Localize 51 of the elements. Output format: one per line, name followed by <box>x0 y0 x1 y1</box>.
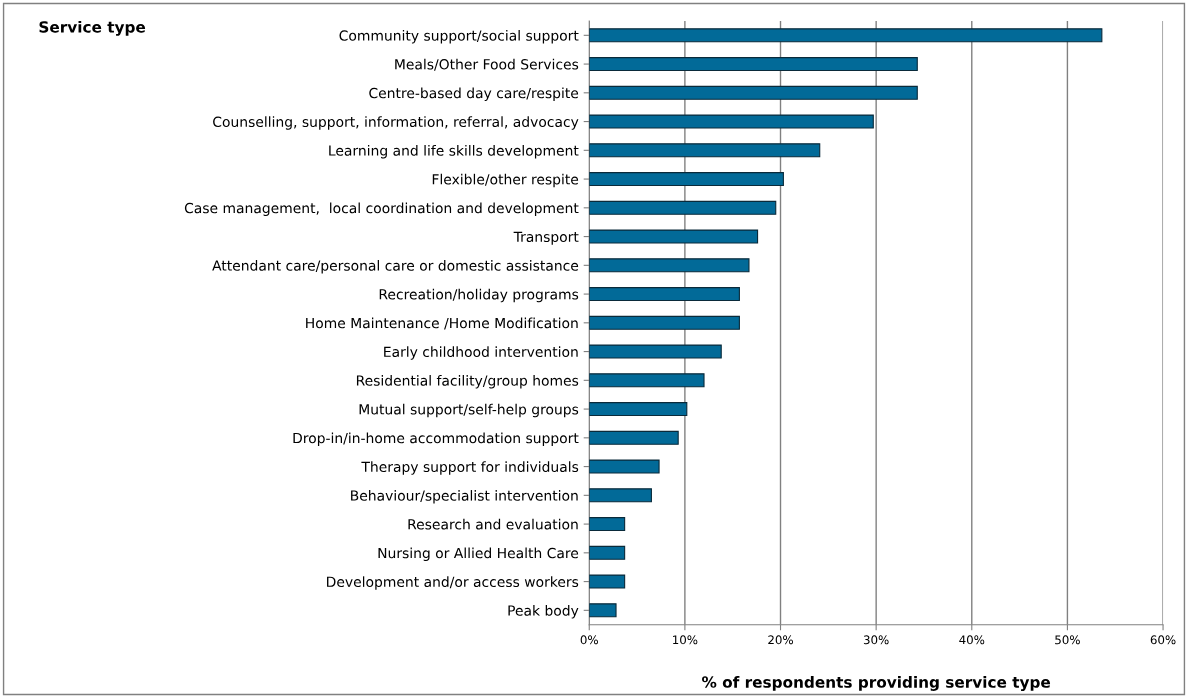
bar <box>589 287 740 302</box>
bar <box>589 603 617 618</box>
x-tick-label: 0% <box>580 635 598 645</box>
bar <box>589 545 626 560</box>
bar <box>589 114 874 129</box>
y-tick-label: Mutual support/self-help groups <box>359 403 579 418</box>
x-axis-title: % of respondents providing service type <box>702 676 1051 691</box>
y-tick-label: Case management, local coordination and development <box>184 202 579 216</box>
bar <box>589 517 626 532</box>
x-tick-label: 40% <box>959 635 985 645</box>
y-tick-label: Transport <box>513 231 579 245</box>
y-tick-label: Research and evaluation <box>408 518 578 530</box>
x-tick-label: 50% <box>1055 635 1080 645</box>
y-tick-label: Attendant care/personal care or domestic assistance <box>212 260 579 274</box>
bar <box>589 430 679 445</box>
y-tick-label: Residential facility/group homes <box>356 375 579 389</box>
bar <box>589 258 750 273</box>
x-tick-label: 10% <box>673 635 698 645</box>
bar <box>589 402 688 417</box>
x-tick-label: 20% <box>768 635 793 645</box>
y-tick-label: Learning and life skills development <box>329 145 579 159</box>
y-tick-label: Community support/social support <box>339 30 579 44</box>
y-tick-label: Counselling, support, information, referral, advocacy <box>213 116 579 130</box>
bar <box>589 28 1103 43</box>
y-tick-label: Behaviour/specialist intervention <box>351 490 578 504</box>
y-tick-label: Nursing or Allied Health Care <box>378 547 579 561</box>
y-tick-label: Centre-based day care/respite <box>369 87 579 101</box>
x-tick-label: 30% <box>863 635 889 645</box>
bar <box>589 57 918 72</box>
bar <box>589 143 821 158</box>
x-tick-label: 60% <box>1150 635 1176 645</box>
bar <box>589 172 784 187</box>
bar <box>589 373 705 388</box>
bar <box>589 315 740 330</box>
y-tick-label: Meals/Other Food Services <box>395 58 579 71</box>
y-tick-label: Therapy support for individuals <box>361 461 579 475</box>
y-axis-title: Service type <box>39 20 146 36</box>
y-tick-label: Home Maintenance /Home Modification <box>306 317 578 330</box>
bar <box>589 229 759 244</box>
y-tick-label: Development and/or access workers <box>327 576 579 590</box>
y-tick-label: Recreation/holiday programs <box>379 288 579 303</box>
y-tick-label: Peak body <box>508 605 579 619</box>
bar <box>589 85 918 100</box>
y-tick-label: Early childhood intervention <box>384 346 578 360</box>
bar <box>589 459 660 474</box>
bar <box>589 488 652 503</box>
bar <box>589 200 777 215</box>
bar <box>589 344 722 359</box>
y-tick-label: Drop-in/in-home accommodation support <box>293 432 579 446</box>
bar <box>589 574 626 589</box>
y-tick-label: Flexible/other respite <box>432 173 579 188</box>
